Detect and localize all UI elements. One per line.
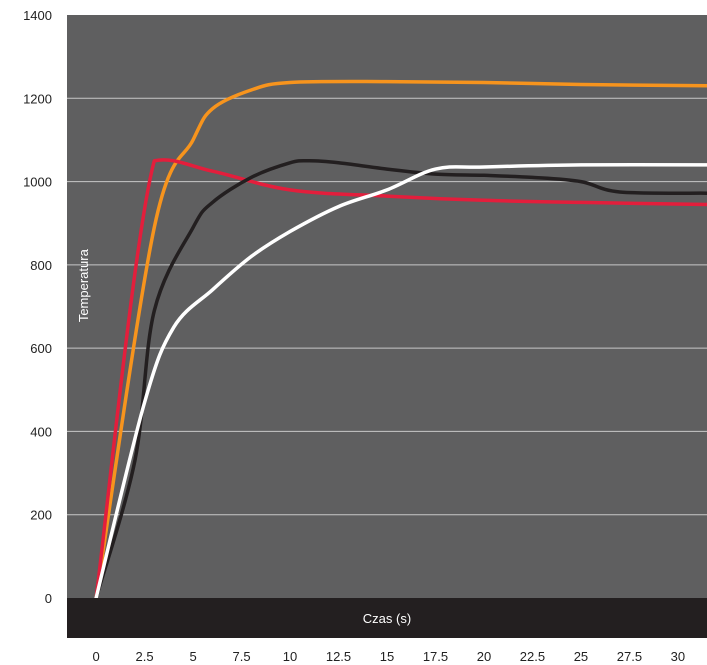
y-tick-label: 0 — [45, 591, 52, 606]
y-tick-labels: 0 200 400 600 800 1000 1200 1400 — [23, 8, 52, 606]
x-tick-label: 20 — [477, 649, 491, 664]
x-tick-label: 25 — [574, 649, 588, 664]
x-tick-label: 17.5 — [423, 649, 448, 664]
x-tick-label: 30 — [671, 649, 685, 664]
x-tick-label: 12.5 — [326, 649, 351, 664]
y-tick-label: 1000 — [23, 175, 52, 190]
x-axis-band — [67, 598, 707, 638]
series-lines — [94, 79, 707, 600]
y-tick-label: 600 — [30, 341, 52, 356]
series-line-1 — [94, 158, 707, 600]
series-line-0 — [94, 79, 707, 600]
x-tick-label: 5 — [189, 649, 196, 664]
x-tick-labels: 0 2.5 5 7.5 10 12.5 15 17.5 20 22.5 25 27.5 30 — [92, 649, 685, 664]
y-tick-label: 400 — [30, 424, 52, 439]
x-tick-label: 0 — [92, 649, 99, 664]
x-tick-label: 2.5 — [136, 649, 154, 664]
x-axis-label: Czas (s) — [363, 611, 411, 626]
y-tick-label: 1200 — [23, 91, 52, 106]
plot-background — [67, 15, 707, 598]
y-axis-label: Temperatura — [76, 248, 91, 322]
y-tick-label: 1400 — [23, 8, 52, 23]
x-tick-label: 7.5 — [233, 649, 251, 664]
x-tick-label: 15 — [380, 649, 394, 664]
x-tick-label: 10 — [283, 649, 297, 664]
y-tick-label: 800 — [30, 258, 52, 273]
series-line-2 — [94, 158, 707, 600]
x-tick-label: 22.5 — [520, 649, 545, 664]
x-tick-label: 27.5 — [617, 649, 642, 664]
series-line-3 — [94, 163, 707, 600]
y-tick-label: 200 — [30, 508, 52, 523]
